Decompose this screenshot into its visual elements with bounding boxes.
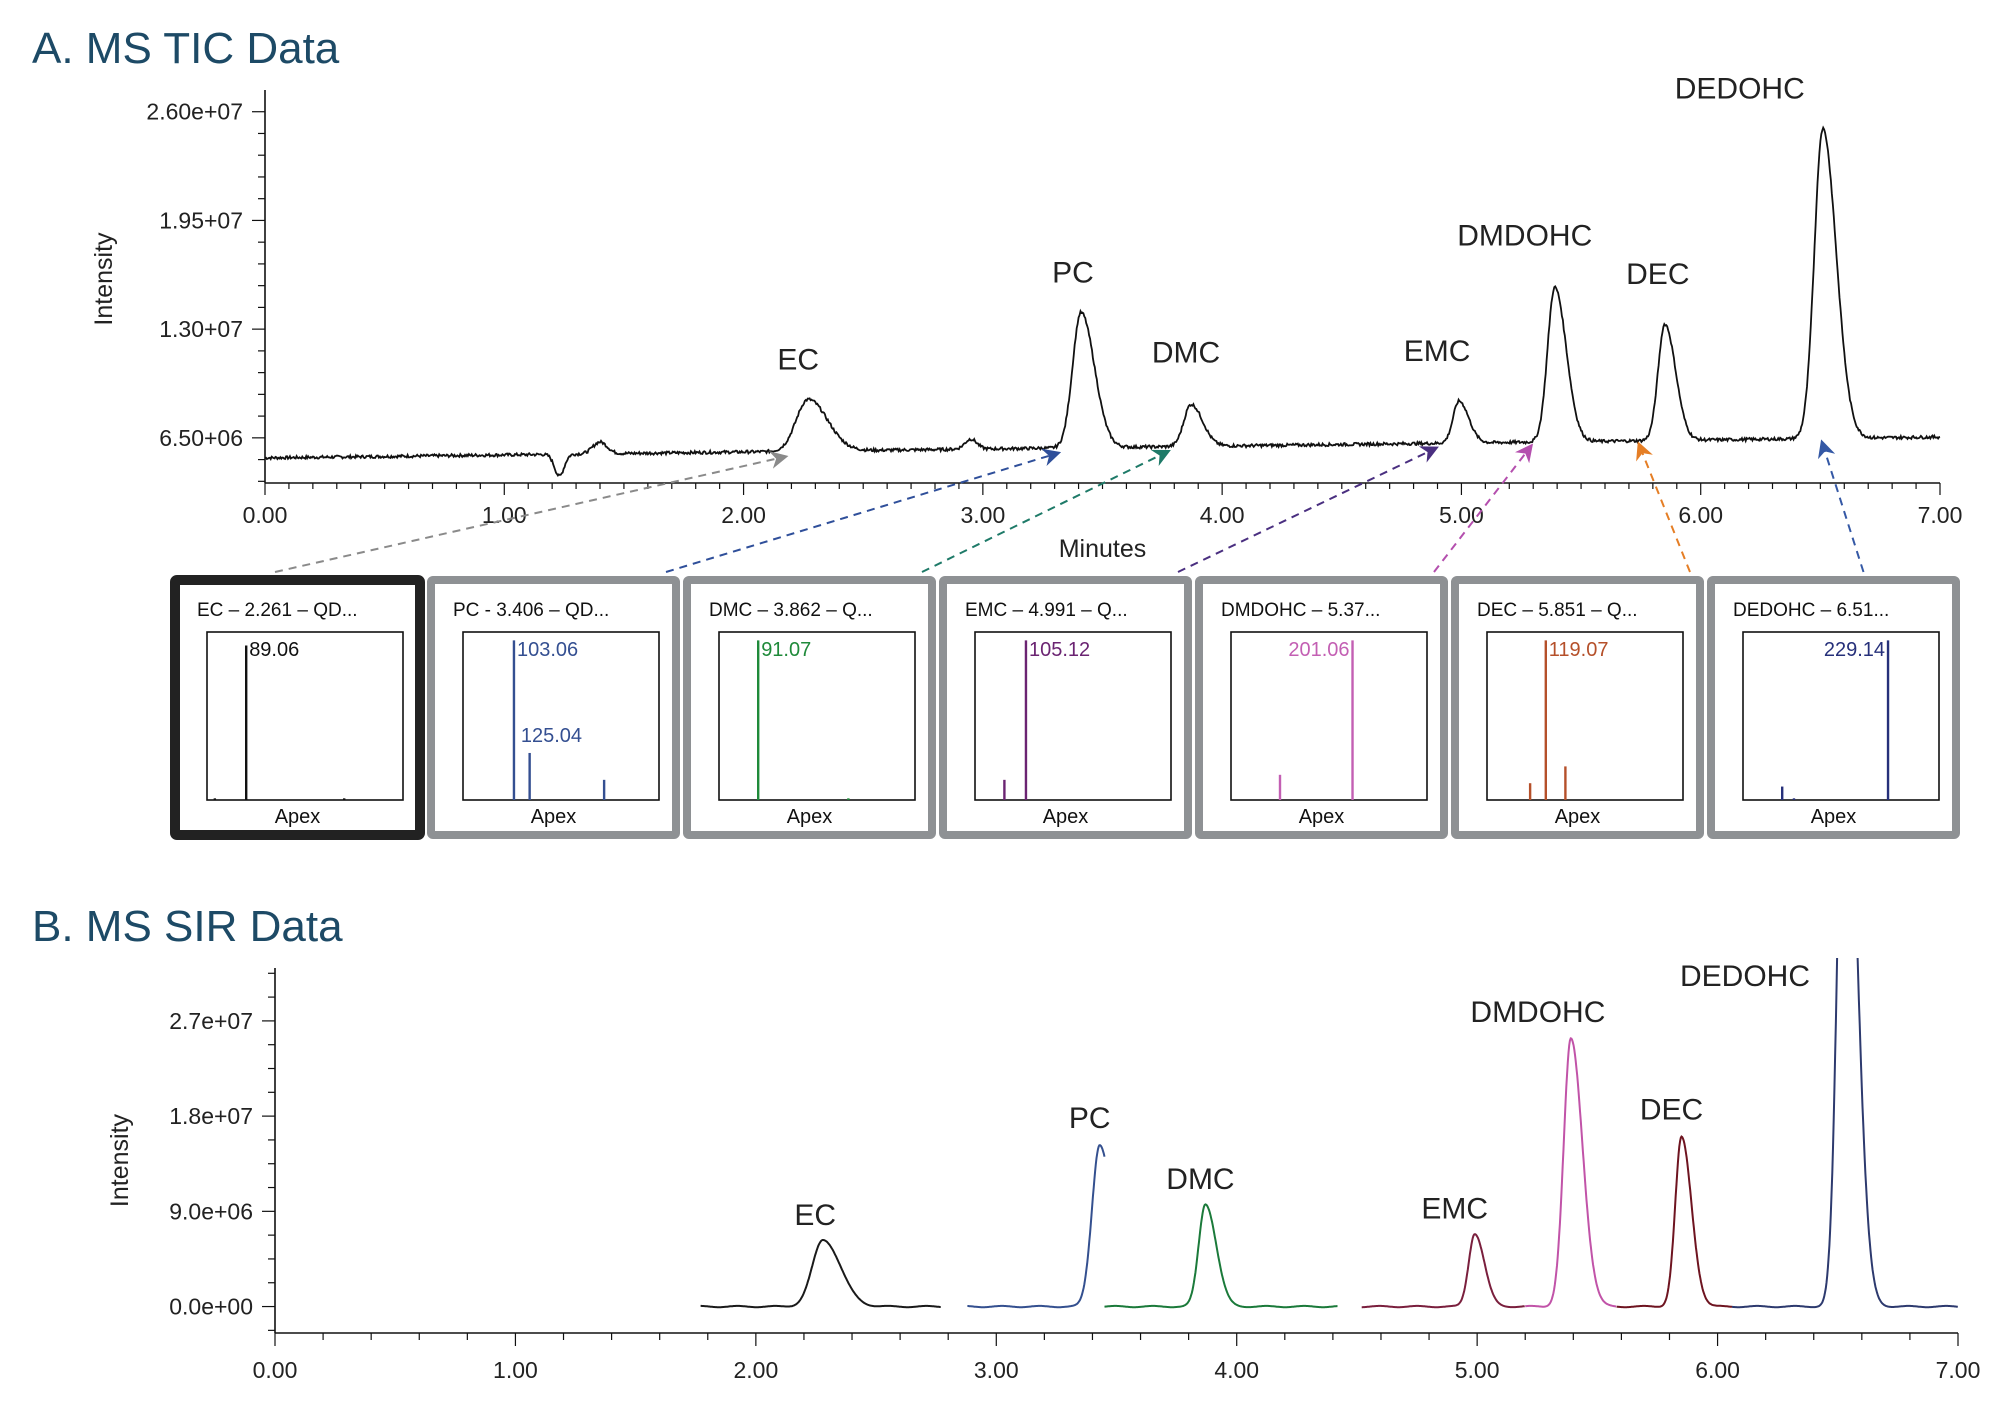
tic-peak-label-emc: EMC — [1404, 335, 1471, 368]
spectrum-plot-area — [462, 631, 660, 801]
spectrum-plot-area — [1230, 631, 1428, 801]
spectrum-mass-label: 229.14 — [1824, 639, 1885, 661]
tic-peak-label-dmc: DMC — [1152, 336, 1220, 369]
spectrum-box-title: DEDOHC – 6.51... — [1733, 600, 1889, 621]
tic-peak-label-dedohc: DEDOHC — [1675, 72, 1805, 105]
tic-x-tick-label: 1.00 — [482, 502, 527, 528]
spectrum-mass-label: 89.06 — [249, 639, 299, 661]
tic-x-tick-label: 4.00 — [1200, 502, 1245, 528]
spectrum-mass-label: 119.07 — [1549, 639, 1609, 661]
connector-dmc — [921, 449, 1171, 573]
tic-y-tick-label: 6.50+06 — [159, 425, 243, 451]
spectrum-apex-label: Apex — [531, 806, 577, 828]
tic-x-tick-label: 3.00 — [960, 502, 1005, 528]
spectrum-apex-label: Apex — [1811, 806, 1857, 828]
tic-peak-label-dec: DEC — [1626, 258, 1689, 291]
connector-dec — [1636, 441, 1691, 573]
spectrum-apex-label: Apex — [275, 806, 321, 828]
sir-series-ec — [700, 1239, 941, 1309]
connector-dedohc — [1818, 439, 1865, 573]
sir-x-tick-label: 1.00 — [493, 1357, 538, 1383]
tic-x-tick-label: 7.00 — [1918, 502, 1963, 528]
tic-chart: 0.00 1.00 2.00 3.00 4.00 5.00 6.00 7.00 Minutes 6… — [90, 72, 1962, 563]
spectrum-plot-area — [206, 631, 404, 801]
sir-peak-label-ec: EC — [794, 1199, 836, 1232]
spectrum-box-3: DMC – 3.862 – Q... 91.07 Apex — [683, 576, 936, 839]
section-title-tic: A. MS TIC Data — [32, 24, 340, 73]
tic-x-tick-label: 6.00 — [1678, 502, 1723, 528]
tic-y-tick-label: 2.60e+07 — [146, 99, 243, 125]
sir-x-tick-label: 3.00 — [974, 1357, 1019, 1383]
spectrum-box-7: DEDOHC – 6.51... 229.14 Apex — [1707, 576, 1960, 839]
sir-peak-label-dedohc: DEDOHC — [1680, 960, 1810, 993]
tic-y-axis-title: Intensity — [90, 232, 118, 326]
connector-pc — [665, 448, 1062, 573]
spectrum-plot-area — [974, 631, 1172, 801]
sir-x-tick-label: 7.00 — [1936, 1357, 1981, 1383]
sir-peak-label-dmc: DMC — [1166, 1163, 1234, 1196]
sir-x-tick-label: 0.00 — [253, 1357, 298, 1383]
tic-x-tick-label: 5.00 — [1439, 502, 1484, 528]
spectrum-apex-label: Apex — [1043, 806, 1089, 828]
spectrum-box-title: DMDOHC – 5.37... — [1221, 600, 1380, 621]
spectrum-box-6: DEC – 5.851 – Q... 119.07 Apex — [1451, 576, 1704, 839]
connector-ec — [274, 451, 789, 573]
spectrum-mass-label: 103.06 — [517, 639, 578, 661]
connector-dmdohc — [1433, 443, 1534, 573]
tic-y-tick-label: 1.30+07 — [159, 316, 243, 342]
spectrum-box-title: EC – 2.261 – QD... — [197, 600, 358, 621]
sir-x-tick-label: 4.00 — [1214, 1357, 1259, 1383]
sir-y-tick-label: 2.7e+07 — [169, 1008, 253, 1034]
tic-peak-label-dmdohc: DMDOHC — [1457, 219, 1592, 252]
peak-spectrum-connectors — [274, 439, 1865, 573]
connector-emc — [1177, 446, 1439, 573]
sir-series-dmdohc — [1525, 1037, 1617, 1308]
section-title-sir: B. MS SIR Data — [32, 902, 343, 951]
spectrum-plot-area — [1486, 631, 1684, 801]
spectrum-apex-label: Apex — [1299, 806, 1345, 828]
spectrum-apex-label: Apex — [1555, 806, 1601, 828]
sir-x-tick-label: 6.00 — [1695, 1357, 1740, 1383]
spectrum-mass-label: 125.04 — [521, 725, 582, 747]
spectrum-plot-area — [718, 631, 916, 801]
sir-y-tick-label: 0.0e+00 — [169, 1294, 253, 1320]
sir-series-pc — [967, 1144, 1106, 1309]
spectrum-mass-label: 201.06 — [1288, 639, 1349, 661]
sir-x-tick-label: 2.00 — [733, 1357, 778, 1383]
spectrum-box-title: DMC – 3.862 – Q... — [709, 600, 873, 621]
spectrum-box-5: DMDOHC – 5.37... 201.06 Apex — [1195, 576, 1448, 839]
tic-peak-label-ec: EC — [777, 343, 819, 376]
sir-y-tick-label: 1.8e+07 — [169, 1103, 253, 1129]
tic-x-tick-label: 0.00 — [243, 502, 288, 528]
tic-trace — [264, 125, 1941, 478]
spectrum-mass-label: 91.07 — [761, 639, 811, 661]
sir-series-dec — [1616, 1135, 1733, 1309]
spectrum-box-4: EMC – 4.991 – Q... 105.12 Apex — [939, 576, 1192, 839]
sir-series-dmc — [1104, 1203, 1338, 1309]
sir-y-axis-title: Intensity — [106, 1113, 134, 1207]
sir-peak-label-dmdohc: DMDOHC — [1470, 996, 1605, 1029]
sir-x-tick-label: 5.00 — [1455, 1357, 1500, 1383]
spectrum-box-title: DEC – 5.851 – Q... — [1477, 600, 1638, 621]
sir-chart: 0.00 1.00 2.00 3.00 4.00 5.00 6.00 7.00 0.0e+00 9… — [106, 958, 1981, 1383]
spectrum-box-title: PC - 3.406 – QD... — [453, 600, 609, 621]
tic-peak-label-pc: PC — [1052, 256, 1094, 289]
spectrum-box-1: EC – 2.261 – QD... 89.06 Apex — [170, 575, 425, 840]
spectrum-plot-area — [1742, 631, 1940, 801]
sir-y-tick-label: 9.0e+06 — [169, 1198, 253, 1224]
sir-series-dedohc — [1732, 958, 1958, 1309]
sir-peak-label-emc: EMC — [1421, 1193, 1488, 1226]
tic-y-tick-label: 1.95+07 — [159, 207, 243, 233]
sir-peak-label-pc: PC — [1069, 1102, 1111, 1135]
tic-x-tick-label: 2.00 — [721, 502, 766, 528]
spectrum-mass-label: 105.12 — [1029, 639, 1090, 661]
tic-x-axis-title: Minutes — [1059, 535, 1147, 563]
spectrum-box-2: PC - 3.406 – QD... 103.06 125.04 Apex — [427, 576, 680, 839]
spectrum-box-title: EMC – 4.991 – Q... — [965, 600, 1128, 621]
sir-series-emc — [1361, 1233, 1525, 1309]
sir-peak-label-dec: DEC — [1640, 1093, 1703, 1126]
spectrum-apex-label: Apex — [787, 806, 833, 828]
